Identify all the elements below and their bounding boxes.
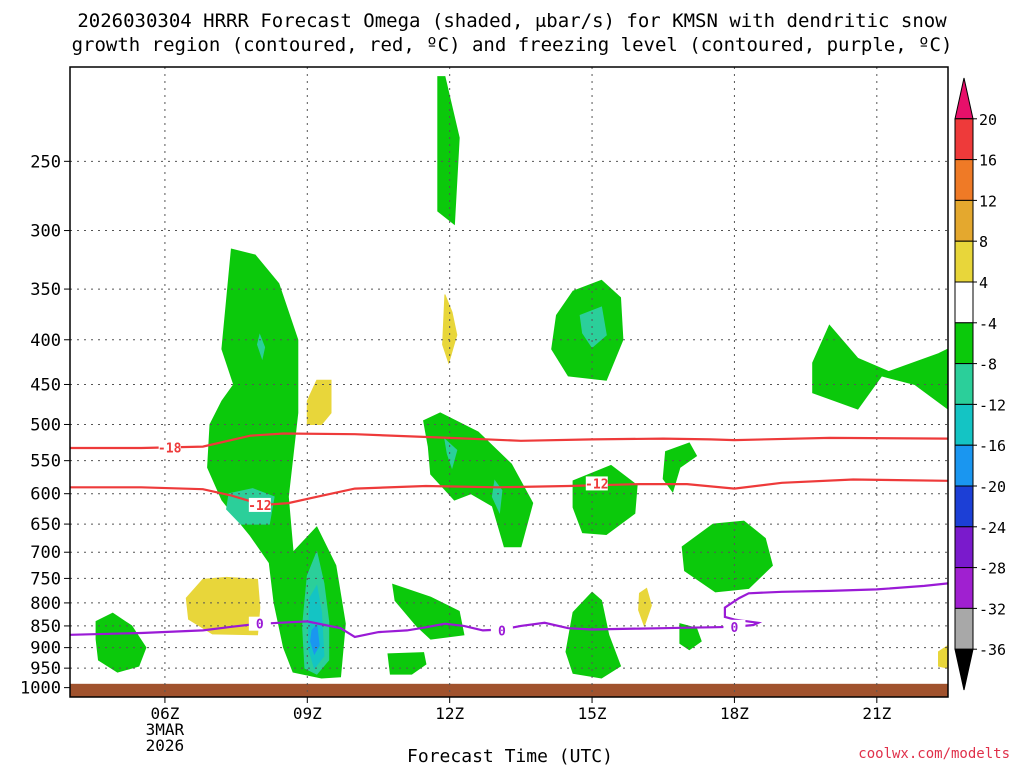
x-tick-label: 12Z xyxy=(435,704,464,723)
omega-region-m8 xyxy=(579,306,607,349)
colorbar-label: 20 xyxy=(979,111,997,129)
y-tick-label: 500 xyxy=(30,415,61,435)
chart-title-line1: 2026030304 HRRR Forecast Omega (shaded, … xyxy=(77,10,947,32)
freezing-level-label: 0 xyxy=(256,618,264,633)
y-tick-label: 850 xyxy=(30,617,61,637)
colorbar-label: 12 xyxy=(979,192,997,210)
colorbar-swatch xyxy=(954,281,974,324)
dendritic-contour-label: -12 xyxy=(248,499,271,514)
colorbar-label: -4 xyxy=(979,315,997,333)
x-tick-year: 2026 xyxy=(146,736,185,755)
y-tick-label: 650 xyxy=(30,515,61,535)
ground-layer xyxy=(70,683,948,697)
freezing-level-label: 0 xyxy=(731,621,739,636)
freezing-level-contour xyxy=(70,582,948,639)
y-tick-label: 1000 xyxy=(20,679,61,699)
y-tick-label: 550 xyxy=(30,452,61,472)
omega-region-m4 xyxy=(423,412,534,548)
x-axis-label: Forecast Time (UTC) xyxy=(407,746,613,767)
colorbar-label: -20 xyxy=(979,478,1006,496)
x-tick-label: 18Z xyxy=(720,704,749,723)
omega-region-m4 xyxy=(681,520,773,593)
y-tick-label: 600 xyxy=(30,485,61,505)
y-tick-label: 250 xyxy=(30,152,61,172)
omega-region-4 xyxy=(938,644,948,669)
omega-region-m4 xyxy=(95,612,147,673)
y-tick-label: 400 xyxy=(30,331,61,351)
omega-region-m4 xyxy=(565,591,622,679)
colorbar-swatch xyxy=(954,403,974,446)
omega-region-m4 xyxy=(812,324,948,410)
colorbar-bottom-arrow xyxy=(954,648,974,691)
colorbar-label: -28 xyxy=(979,560,1006,578)
colorbar-swatch xyxy=(954,118,974,161)
dendritic-contour-label: -12 xyxy=(585,477,608,492)
colorbar-swatch xyxy=(954,567,974,609)
y-tick-label: 900 xyxy=(30,639,61,659)
y-tick-label: 750 xyxy=(30,569,61,589)
y-tick-label: 800 xyxy=(30,594,61,614)
omega-region-4 xyxy=(306,379,332,425)
dendritic-contour-m18 xyxy=(70,432,948,450)
colorbar-swatch xyxy=(954,159,974,201)
x-tick-label: 21Z xyxy=(862,704,891,723)
omega-region-4 xyxy=(638,587,652,628)
freezing-level-label: 0 xyxy=(498,624,506,639)
plot-frame xyxy=(69,66,949,698)
colorbar-swatch xyxy=(954,240,974,283)
y-tick-label: 450 xyxy=(30,375,61,395)
omega-region-m4 xyxy=(392,583,465,640)
chart-title-line2: growth region (contoured, red, ºC) and f… xyxy=(71,34,953,56)
x-tick-label: 15Z xyxy=(578,704,607,723)
x-tick-date: 3MAR xyxy=(146,720,185,739)
credit-link[interactable]: coolwx.com/modelts xyxy=(858,746,1010,762)
colorbar-swatch xyxy=(954,607,974,650)
colorbar-swatch xyxy=(954,444,974,487)
dendritic-contour-m12 xyxy=(70,478,948,507)
colorbar-label: 4 xyxy=(979,274,988,292)
colorbar-swatch xyxy=(954,526,974,569)
y-tick-label: 950 xyxy=(30,659,61,679)
colorbar-label: -16 xyxy=(979,437,1006,455)
colorbar-swatch xyxy=(954,322,974,365)
colorbar-label: -12 xyxy=(979,396,1006,414)
omega-region-m8 xyxy=(256,333,266,361)
colorbar-top-arrow xyxy=(954,77,974,120)
dendritic-contour-label: -18 xyxy=(158,441,182,456)
colorbar-label: -24 xyxy=(979,519,1006,537)
colorbar-swatch xyxy=(954,485,974,528)
omega-region-m4 xyxy=(387,652,427,675)
colorbar-label: -32 xyxy=(979,600,1006,618)
colorbar-label: -36 xyxy=(979,641,1006,659)
y-tick-label: 700 xyxy=(30,543,61,563)
colorbar-swatch xyxy=(954,199,974,242)
colorbar-label: 16 xyxy=(979,152,997,170)
x-tick-label: 09Z xyxy=(293,704,322,723)
colorbar-swatch xyxy=(954,363,974,405)
colorbar-label: 8 xyxy=(979,233,988,251)
colorbar-label: -8 xyxy=(979,356,997,374)
omega-region-m8 xyxy=(444,438,458,470)
y-tick-label: 300 xyxy=(30,222,61,242)
y-tick-label: 350 xyxy=(30,280,61,300)
omega-region-m4 xyxy=(662,442,698,493)
omega-region-4 xyxy=(442,294,458,365)
omega-region-m4 xyxy=(437,76,460,226)
x-tick-label: 06Z xyxy=(150,704,179,723)
